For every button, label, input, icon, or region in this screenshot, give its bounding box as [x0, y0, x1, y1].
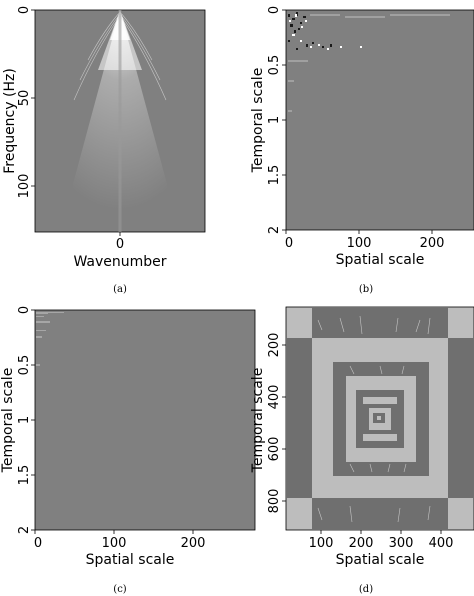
panel-c-xlabel: Spatial scale: [86, 552, 175, 568]
panel-b-ytick-label: 2: [267, 226, 282, 234]
panel-a-ytick-label: 50: [17, 90, 32, 107]
panel-b-ytick-label: 1: [267, 116, 282, 124]
panel-d-xtick-label: 100: [309, 536, 334, 551]
panel-a-ytick-label: 100: [17, 174, 32, 199]
panel-b-xlabel: Spatial scale: [336, 252, 425, 268]
panel-c-caption: (c): [113, 584, 127, 595]
panel-b-y-ticks: 0 0.5 1 1.5 2: [267, 6, 286, 234]
panel-d-caption: (d): [359, 584, 373, 595]
panel-c-ytick-label: 0.5: [17, 355, 32, 376]
panel-a-xtick-label: 0: [116, 237, 124, 252]
panel-c-ytick-label: 1: [17, 416, 32, 424]
panel-b-caption: (b): [359, 284, 373, 295]
panel-d-ytick-label: 800: [267, 489, 282, 514]
panel-d-ytick-label: 600: [267, 437, 282, 462]
panel-b-xtick-label: 200: [420, 236, 445, 251]
panel-d-xtick-label: 300: [389, 536, 414, 551]
panel-b-x-ticks: 0 100 200: [285, 230, 445, 251]
panel-c: 0 0.5 1 1.5 2 0 100 200 Temporal scale S…: [0, 306, 256, 595]
panel-b-ylabel: Temporal scale: [250, 68, 266, 174]
panel-a: 0 50 100 0 Frequency (Hz) Wavenumber (a): [2, 6, 206, 295]
panel-d-ytick-label: 200: [267, 333, 282, 358]
panel-d-xtick-label: 200: [349, 536, 374, 551]
panel-d-ylabel: Temporal scale: [250, 368, 266, 474]
panel-a-x-ticks: 0: [116, 232, 124, 252]
panel-c-ytick-label: 2: [17, 526, 32, 534]
panel-b-ytick-label: 1.5: [267, 165, 282, 186]
panel-a-fk-spectrum: [60, 10, 180, 232]
panel-c-x-ticks: 0 100 200: [34, 530, 206, 551]
panel-a-ylabel: Frequency (Hz): [2, 68, 18, 174]
panel-c-xtick-label: 200: [181, 536, 206, 551]
panel-b-xtick-label: 0: [285, 236, 293, 251]
panel-a-caption: (a): [113, 284, 127, 295]
panel-a-ytick-label: 0: [17, 6, 32, 14]
panel-d-xtick-label: 400: [429, 536, 454, 551]
panel-a-y-ticks: 0 50 100: [17, 6, 35, 199]
panel-b-plot-area: [285, 9, 474, 231]
panel-b-xtick-label: 100: [347, 236, 372, 251]
panel-d: 200 400 600 800 100 200 300 400 Temporal…: [250, 306, 474, 595]
panel-c-plot-area: [34, 309, 256, 531]
panel-c-ytick-label: 0: [17, 306, 32, 314]
panel-d-y-ticks: 200 400 600 800: [267, 333, 286, 514]
panel-d-ytick-label: 400: [267, 385, 282, 410]
panel-c-xtick-label: 100: [102, 536, 127, 551]
panel-b-ytick-label: 0: [267, 6, 282, 14]
panel-b: 0 0.5 1 1.5 2 0 100 200 Temporal scale S…: [250, 6, 474, 295]
panel-c-y-ticks: 0 0.5 1 1.5 2: [17, 306, 35, 534]
panel-a-xlabel: Wavenumber: [73, 254, 166, 270]
panel-d-x-ticks: 100 200 300 400: [309, 530, 454, 551]
panel-d-xlabel: Spatial scale: [336, 552, 425, 568]
panel-c-xtick-label: 0: [34, 536, 42, 551]
panel-b-coefficients: [288, 12, 450, 112]
panel-d-nested-squares: [286, 307, 474, 530]
panel-c-ytick-label: 1.5: [17, 465, 32, 486]
panel-c-ylabel: Temporal scale: [0, 368, 16, 474]
panel-c-coefficients: [36, 312, 64, 366]
panel-b-ytick-label: 0.5: [267, 55, 282, 76]
